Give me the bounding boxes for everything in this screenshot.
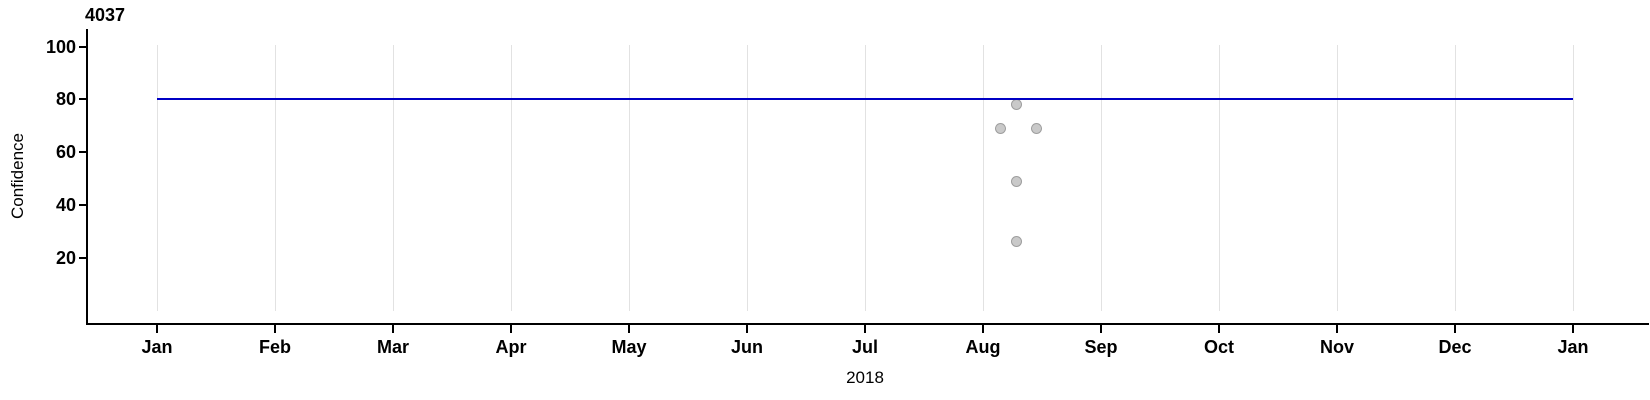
x-tick-label: Aug — [965, 337, 1001, 357]
data-point — [1010, 99, 1022, 111]
month-gridline — [392, 45, 394, 311]
x-tick-label: Nov — [1319, 337, 1355, 357]
x-tick-mark — [156, 325, 158, 333]
chart-title: 4037 — [85, 5, 126, 25]
month-gridline — [746, 45, 748, 311]
x-tick-label: Feb — [258, 337, 292, 357]
x-tick-mark — [1218, 325, 1220, 333]
y-tick-mark — [79, 256, 86, 259]
x-tick-label: Dec — [1438, 337, 1472, 357]
x-tick-label: Jun — [730, 337, 764, 357]
x-tick-mark — [1454, 325, 1456, 333]
x-tick-label: Jan — [1557, 337, 1589, 357]
month-gridline — [864, 45, 866, 311]
month-gridline — [510, 45, 512, 311]
x-tick-mark — [982, 325, 984, 333]
month-gridline — [982, 45, 984, 311]
data-point — [1010, 236, 1022, 248]
y-tick-label: 60 — [55, 142, 76, 163]
month-gridline — [1100, 45, 1102, 311]
y-tick-mark — [79, 45, 86, 48]
x-tick-label: May — [611, 337, 647, 357]
x-tick-mark — [864, 325, 866, 333]
month-gridline — [274, 45, 276, 311]
x-tick-label: Mar — [376, 337, 410, 357]
data-point — [1030, 122, 1042, 134]
month-gridline — [156, 45, 158, 311]
x-tick-mark — [628, 325, 630, 333]
x-tick-mark — [1100, 325, 1102, 333]
x-tick-mark — [510, 325, 512, 333]
x-tick-mark — [1572, 325, 1574, 333]
y-tick-label: 100 — [45, 36, 76, 57]
month-gridline — [628, 45, 630, 311]
month-gridline — [1572, 45, 1574, 311]
y-tick-label: 80 — [55, 89, 76, 110]
data-point — [995, 122, 1007, 134]
month-gridline — [1454, 45, 1456, 311]
month-gridline — [1218, 45, 1220, 311]
y-axis-line — [85, 29, 88, 325]
month-gridline — [1336, 45, 1338, 311]
x-axis-line — [85, 323, 1649, 325]
y-tick-mark — [79, 203, 86, 206]
y-tick-label: 40 — [55, 194, 76, 215]
x-tick-label: Sep — [1084, 337, 1118, 357]
data-point — [1010, 175, 1022, 187]
y-axis-title: Confidence — [8, 132, 27, 220]
x-tick-mark — [1336, 325, 1338, 333]
x-tick-label: Apr — [495, 337, 527, 357]
reference-line — [157, 98, 1573, 101]
x-tick-mark — [392, 325, 394, 333]
x-tick-label: Jul — [851, 337, 879, 357]
y-tick-mark — [79, 151, 86, 154]
x-tick-mark — [274, 325, 276, 333]
y-tick-mark — [79, 98, 86, 101]
x-tick-label: Oct — [1203, 337, 1235, 357]
x-tick-label: Jan — [141, 337, 173, 357]
x-tick-mark — [746, 325, 748, 333]
y-tick-label: 20 — [55, 247, 76, 268]
x-axis-title: 2018 — [846, 368, 884, 387]
